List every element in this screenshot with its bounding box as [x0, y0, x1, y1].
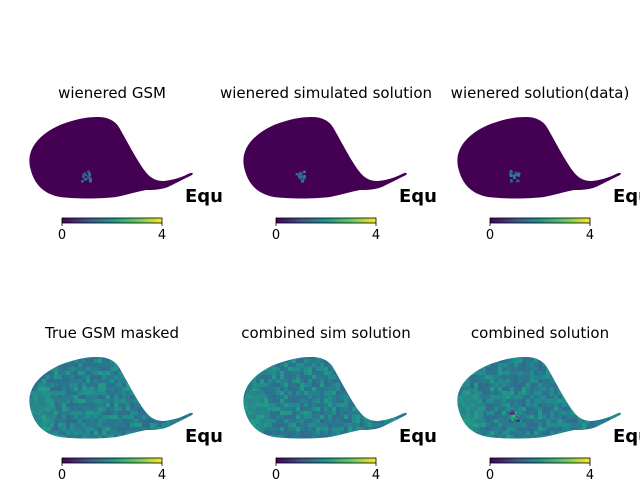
colorbar — [61, 217, 163, 224]
colorbar-tick-label: 0 — [486, 468, 494, 480]
colorbar-tick-label: 4 — [158, 468, 166, 480]
panel-title: True GSM masked — [44, 324, 179, 342]
colorbar-tick-label: 4 — [372, 468, 380, 480]
sky-map — [243, 117, 407, 199]
panel-2: wienered simulated solution Equ 0 4 — [220, 84, 437, 243]
panel-3: wienered solution(data) Equ 0 4 — [451, 84, 640, 243]
colorbar — [275, 457, 377, 464]
coord-label: Equ — [399, 186, 437, 207]
coord-label: Equ — [399, 426, 437, 447]
panel-title: combined sim solution — [241, 324, 411, 342]
colorbar-tick-label: 4 — [586, 228, 594, 243]
colorbar-tick-label: 0 — [58, 228, 66, 243]
panel-title: wienered solution(data) — [451, 84, 630, 102]
colorbar — [489, 217, 591, 224]
colorbar-tick-label: 4 — [158, 228, 166, 243]
colorbar-tick-label: 4 — [372, 228, 380, 243]
sky-map — [29, 117, 193, 199]
source-spot — [81, 170, 92, 183]
colorbar-tick-label: 0 — [58, 468, 66, 480]
colorbar-tick-label: 0 — [272, 468, 280, 480]
colorbar-tick-label: 0 — [486, 228, 494, 243]
panel-title: combined solution — [471, 324, 609, 342]
panel-title: wienered simulated solution — [220, 84, 432, 102]
panel-title: wienered GSM — [58, 84, 166, 102]
coord-label: Equ — [185, 426, 223, 447]
panel-1: wienered GSM Equ 0 4 — [29, 84, 223, 243]
coord-label: Equ — [613, 186, 640, 207]
source-spot — [295, 170, 306, 183]
coord-label: Equ — [613, 426, 640, 447]
colorbar-tick-label: 0 — [272, 228, 280, 243]
colorbar — [61, 457, 163, 464]
colorbar — [275, 217, 377, 224]
source-spot — [509, 410, 521, 423]
colorbar-tick-label: 4 — [586, 468, 594, 480]
source-spot — [509, 170, 521, 183]
sky-map — [457, 117, 621, 199]
coord-label: Equ — [185, 186, 223, 207]
colorbar — [489, 457, 591, 464]
